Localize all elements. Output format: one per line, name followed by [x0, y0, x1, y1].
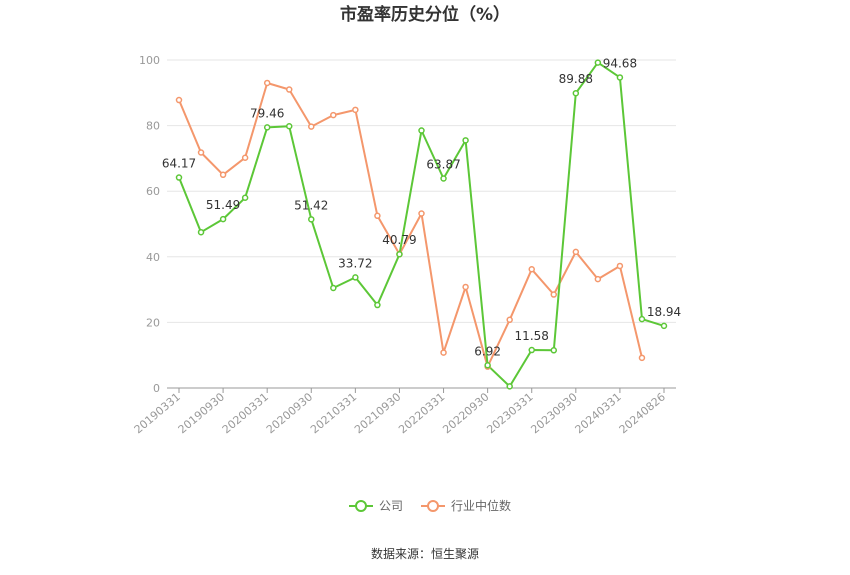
x-tick-label: 20230930 [528, 390, 579, 436]
data-label: 51.49 [206, 198, 240, 212]
data-point [638, 315, 646, 323]
data-point [330, 111, 337, 119]
x-tick-label: 20220331 [396, 390, 447, 436]
x-tick-label: 20210331 [308, 390, 359, 436]
data-point [263, 79, 271, 87]
y-tick-label: 20 [146, 316, 160, 329]
source-note: 数据来源：恒生聚源 [371, 546, 479, 561]
legend-label[interactable]: 公司 [379, 499, 403, 513]
data-point [660, 322, 668, 330]
x-tick-label: 20190331 [132, 390, 183, 436]
legend[interactable]: 公司 行业中位数 [349, 498, 511, 513]
data-point [616, 262, 624, 270]
data-point [418, 127, 425, 134]
legend-swatch-marker [355, 500, 367, 512]
x-tick-label: 20240826 [617, 390, 668, 436]
chart-title: 市盈率历史分位（%） [340, 4, 510, 25]
data-point [330, 284, 337, 292]
y-tick-label: 100 [139, 54, 160, 67]
data-point [285, 123, 293, 130]
data-point [175, 174, 183, 181]
data-point [219, 171, 227, 179]
y-tick-label: 40 [146, 251, 160, 264]
data-point [197, 228, 205, 236]
data-label: 33.72 [338, 256, 372, 270]
data-point [241, 154, 249, 161]
legend-swatch-marker [427, 500, 439, 512]
data-point [374, 212, 381, 220]
data-point [440, 349, 447, 356]
x-tick-label: 20200331 [220, 390, 271, 436]
data-point [550, 291, 558, 298]
data-point [484, 362, 491, 369]
x-tick-label: 20230331 [484, 390, 535, 436]
data-label: 51.42 [294, 198, 328, 212]
data-point [462, 137, 469, 144]
data-point [352, 274, 359, 281]
y-tick-label: 60 [146, 185, 160, 198]
x-tick-label: 20210930 [352, 390, 403, 436]
data-label: 63.87 [426, 158, 460, 172]
data-point [638, 354, 646, 362]
series-line [178, 82, 643, 368]
x-tick-label: 20240331 [573, 390, 624, 436]
data-point [175, 96, 183, 104]
data-point [352, 106, 359, 114]
data-point [594, 275, 602, 283]
data-point [440, 175, 447, 182]
x-tick-label: 20220930 [440, 390, 491, 436]
data-label: 94.68 [603, 56, 637, 70]
series-points [175, 59, 668, 390]
data-point [308, 216, 315, 223]
data-point [418, 210, 425, 217]
data-label: 18.94 [647, 305, 681, 319]
data-label: 11.58 [515, 329, 549, 343]
data-point [528, 346, 535, 354]
data-point [572, 248, 580, 256]
grid-lines [167, 59, 676, 323]
data-point [241, 194, 249, 202]
y-tick-label: 80 [146, 120, 160, 133]
data-point [462, 283, 469, 291]
data-point [263, 124, 271, 131]
x-tick-label: 20200930 [264, 390, 315, 436]
x-tick-label: 20190930 [176, 390, 227, 436]
data-point [374, 301, 381, 309]
data-label: 6.92 [474, 344, 501, 358]
legend-label[interactable]: 行业中位数 [451, 498, 511, 513]
data-label: 40.79 [382, 233, 416, 247]
y-axis: 0 20 40 60 80 100 [139, 54, 160, 395]
data-labels: 64.17 51.49 79.46 51.42 33.72 40.79 63.87 6.92 1… [162, 56, 681, 358]
data-label: 64.17 [162, 157, 196, 171]
data-point [506, 316, 513, 324]
data-point [528, 266, 535, 273]
data-point [594, 59, 602, 66]
x-axis: 2019033120190930202003312020093020210331… [132, 387, 676, 436]
data-point [616, 74, 624, 81]
data-point [572, 89, 580, 97]
data-point [285, 86, 293, 93]
data-label: 79.46 [250, 106, 284, 120]
data-point [506, 383, 513, 390]
data-point [396, 250, 403, 258]
data-label: 89.88 [559, 72, 593, 86]
data-point [197, 149, 205, 156]
data-point [308, 123, 315, 130]
data-point [550, 347, 558, 354]
data-point [219, 215, 227, 223]
y-tick-label: 0 [153, 382, 160, 395]
